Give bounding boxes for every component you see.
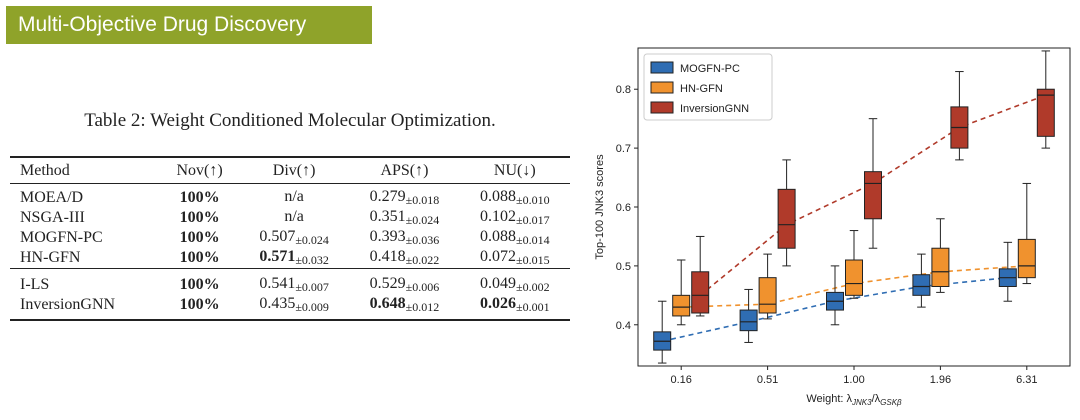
table-row: MOEA/D 100% n/a 0.279±0.018 0.088±0.010 [10, 184, 570, 209]
table-row: HN-GFN 100% 0.571±0.032 0.418±0.022 0.07… [10, 248, 570, 269]
aps-cell: 0.393±0.036 [369, 228, 440, 247]
header-nu: NU(↓) [493, 162, 536, 179]
nov-cell: 100% [179, 276, 220, 293]
x-tick-label: 0.51 [757, 374, 778, 386]
nov-cell: 100% [179, 229, 220, 246]
y-tick-label: 0.4 [616, 320, 631, 332]
div-cell: n/a [284, 188, 304, 205]
x-tick-label: 1.00 [843, 374, 864, 386]
legend-box [643, 53, 773, 121]
nov-cell: 100% [179, 296, 220, 313]
aps-cell: 0.648±0.012 [369, 295, 440, 314]
x-tick-label: 6.31 [1016, 374, 1037, 386]
y-tick-label: 0.7 [616, 143, 631, 155]
y-tick-label: 0.5 [616, 261, 631, 273]
aps-cell: 0.418±0.022 [369, 248, 440, 267]
inversiongnn-box [691, 271, 710, 314]
table-row: I-LS 100% 0.541±0.007 0.529±0.006 0.049±… [10, 269, 570, 296]
mogfn-pc-box [739, 309, 758, 332]
hn-gfn-box [672, 294, 691, 317]
aps-cell: 0.351±0.024 [369, 208, 440, 227]
y-tick-label: 0.6 [616, 202, 631, 214]
table-row: MOGFN-PC 100% 0.507±0.024 0.393±0.036 0.… [10, 228, 570, 248]
mogfn-pc-legend-label: MOGFN-PC [680, 63, 740, 75]
aps-cell: 0.529±0.006 [369, 275, 440, 294]
table-header-row: Method Nov(↑) Div(↑) APS(↑) NU(↓) [10, 157, 570, 184]
method-cell: NSGA-III [20, 209, 85, 226]
slide-title-banner: Multi-Objective Drug Discovery [6, 6, 372, 44]
nu-cell: 0.088±0.014 [480, 228, 550, 247]
hn-gfn-legend-label: HN-GFN [680, 83, 723, 95]
method-cell: MOGFN-PC [20, 229, 103, 246]
nov-cell: 100% [179, 249, 220, 266]
results-table: Method Nov(↑) Div(↑) APS(↑) NU(↓) MOEA/D… [10, 156, 570, 321]
nu-cell: 0.049±0.002 [480, 275, 550, 294]
nu-cell: 0.102±0.017 [480, 208, 550, 227]
nu-cell: 0.026±0.001 [480, 295, 550, 314]
div-cell: 0.571±0.032 [259, 248, 329, 267]
nu-cell: 0.088±0.010 [480, 188, 550, 207]
method-cell: MOEA/D [20, 189, 84, 206]
div-cell: 0.541±0.007 [259, 275, 329, 294]
header-nov: Nov(↑) [176, 162, 223, 179]
inversiongnn-box [1036, 88, 1055, 137]
div-cell: 0.435±0.009 [259, 295, 329, 314]
hn-gfn-box [845, 259, 863, 296]
nov-cell: 100% [179, 189, 220, 206]
y-axis-label: Top-100 JNK3 scores [594, 154, 606, 260]
header-div: Div(↑) [272, 162, 316, 179]
div-cell: 0.507±0.024 [259, 228, 329, 247]
y-tick-label: 0.8 [616, 84, 631, 96]
method-cell: I-LS [20, 276, 50, 293]
mogfn-pc-legend-swatch [650, 61, 674, 74]
box-plot-chart: 0.4 0.5 0.6 0.7 0.8 0.16 0.51 1.00 1.96 6.31 Weigh… [594, 47, 1071, 407]
hn-gfn-legend-swatch [650, 81, 674, 94]
x-tick-label: 0.16 [670, 374, 691, 386]
div-cell: n/a [284, 208, 304, 225]
nu-cell: 0.072±0.015 [480, 248, 550, 267]
table-caption: Table 2: Weight Conditioned Molecular Op… [84, 110, 496, 131]
x-axis-label: Weight: λJNK3/λGSKβ [806, 393, 902, 407]
aps-cell: 0.279±0.018 [369, 188, 440, 207]
hn-gfn-box [758, 277, 777, 314]
method-cell: HN-GFN [20, 249, 81, 266]
header-aps: APS(↑) [380, 162, 429, 179]
hn-gfn-box [1017, 238, 1036, 279]
inversiongnn-legend-swatch [650, 101, 674, 114]
inversiongnn-box [864, 171, 882, 220]
inversiongnn-legend-label: InversionGNN [680, 103, 749, 115]
hn-gfn-box [931, 247, 950, 288]
mogfn-pc-box [912, 274, 931, 296]
header-method: Method [20, 162, 70, 179]
method-cell: InversionGNN [20, 296, 116, 313]
nov-cell: 100% [179, 209, 220, 226]
x-tick-label: 1.96 [930, 374, 951, 386]
inversiongnn-box [777, 188, 796, 249]
table-row: InversionGNN 100% 0.435±0.009 0.648±0.01… [10, 295, 570, 320]
table-row: NSGA-III 100% n/a 0.351±0.024 0.102±0.01… [10, 208, 570, 228]
